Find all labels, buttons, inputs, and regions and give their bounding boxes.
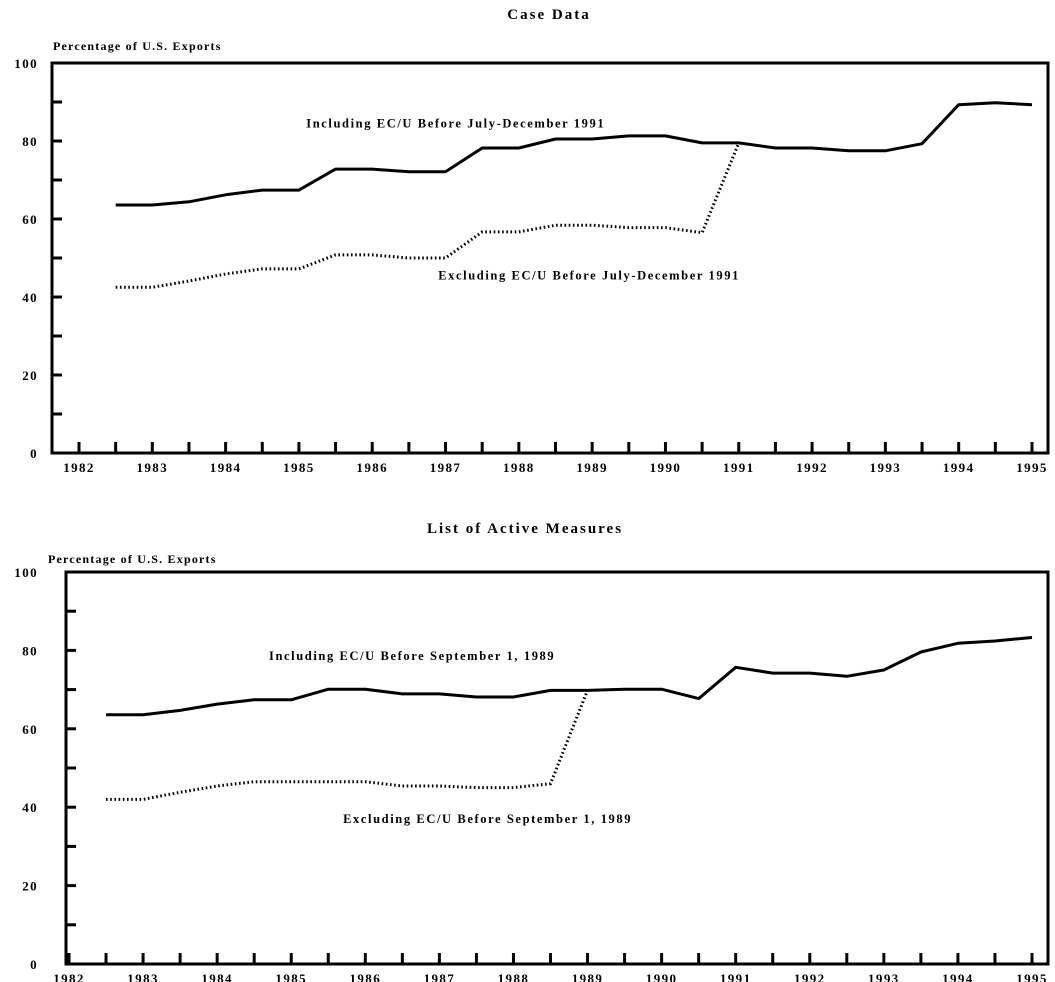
x-tick-label: 1984 [201,971,233,982]
x-tick-label: 1988 [503,460,535,475]
chart-case-data: Case Data Percentage of U.S. Exports 0 20… [14,7,1050,475]
series-line-excluding [115,142,741,289]
chart-list-of-active-measures: List of Active Measures Percentage of U.… [14,521,1050,982]
y-tick-label: 0 [30,446,38,461]
x-tick-label: 1990 [650,460,682,475]
x-tick-label: 1988 [498,971,530,982]
x-tick-label: 1987 [424,971,456,982]
y-tick-label: 40 [22,290,38,305]
x-tick-label: 1983 [137,460,169,475]
chart-title: List of Active Measures [427,521,623,537]
x-tick-label: 1986 [350,971,382,982]
x-tick-label: 1984 [210,460,242,475]
x-tick-label: 1982 [53,971,85,982]
y-tick-label: 60 [22,212,38,227]
y-axis-label: Percentage of U.S. Exports [48,552,217,566]
x-tick-label: 1995 [1016,971,1048,982]
x-tick-label: 1992 [794,971,826,982]
x-tick-label: 1987 [430,460,462,475]
y-tick-label: 20 [22,368,38,383]
x-tick-label: 1983 [127,971,159,982]
series-annotation: Excluding EC/U Before September 1, 1989 [343,812,632,826]
x-tick-label: 1994 [943,460,975,475]
y-tick-label: 100 [14,565,38,580]
x-tick-label: 1990 [646,971,678,982]
y-tick-label: 40 [22,800,38,815]
y-tick-label: 80 [22,643,38,658]
series-line-including [106,636,1033,717]
series-annotation: Including EC/U Before September 1, 1989 [269,649,555,663]
x-tick-label: 1985 [283,460,315,475]
y-tick-label: 60 [22,722,38,737]
series-line-including [115,101,1033,207]
series-annotation: Excluding EC/U Before July-December 1991 [438,268,740,282]
x-tick-label: 1991 [720,971,752,982]
y-tick-label: 80 [22,134,38,149]
x-tick-label: 1986 [356,460,388,475]
x-tick-label: 1982 [63,460,95,475]
y-tick-label: 0 [30,957,38,972]
series-annotation: Including EC/U Before July-December 1991 [306,116,605,130]
y-tick-label: 20 [22,879,38,894]
y-axis-label: Percentage of U.S. Exports [53,39,222,53]
x-tick-label: 1989 [576,460,608,475]
chart-title: Case Data [507,7,590,23]
x-tick-label: 1991 [723,460,755,475]
series-line-excluding [106,689,589,801]
x-tick-label: 1989 [572,971,604,982]
x-tick-label: 1993 [868,971,900,982]
x-tick-label: 1993 [870,460,902,475]
x-tick-label: 1994 [942,971,974,982]
x-tick-label: 1985 [275,971,307,982]
x-tick-label: 1995 [1016,460,1048,475]
x-tick-label: 1992 [796,460,828,475]
y-tick-label: 100 [14,56,38,71]
